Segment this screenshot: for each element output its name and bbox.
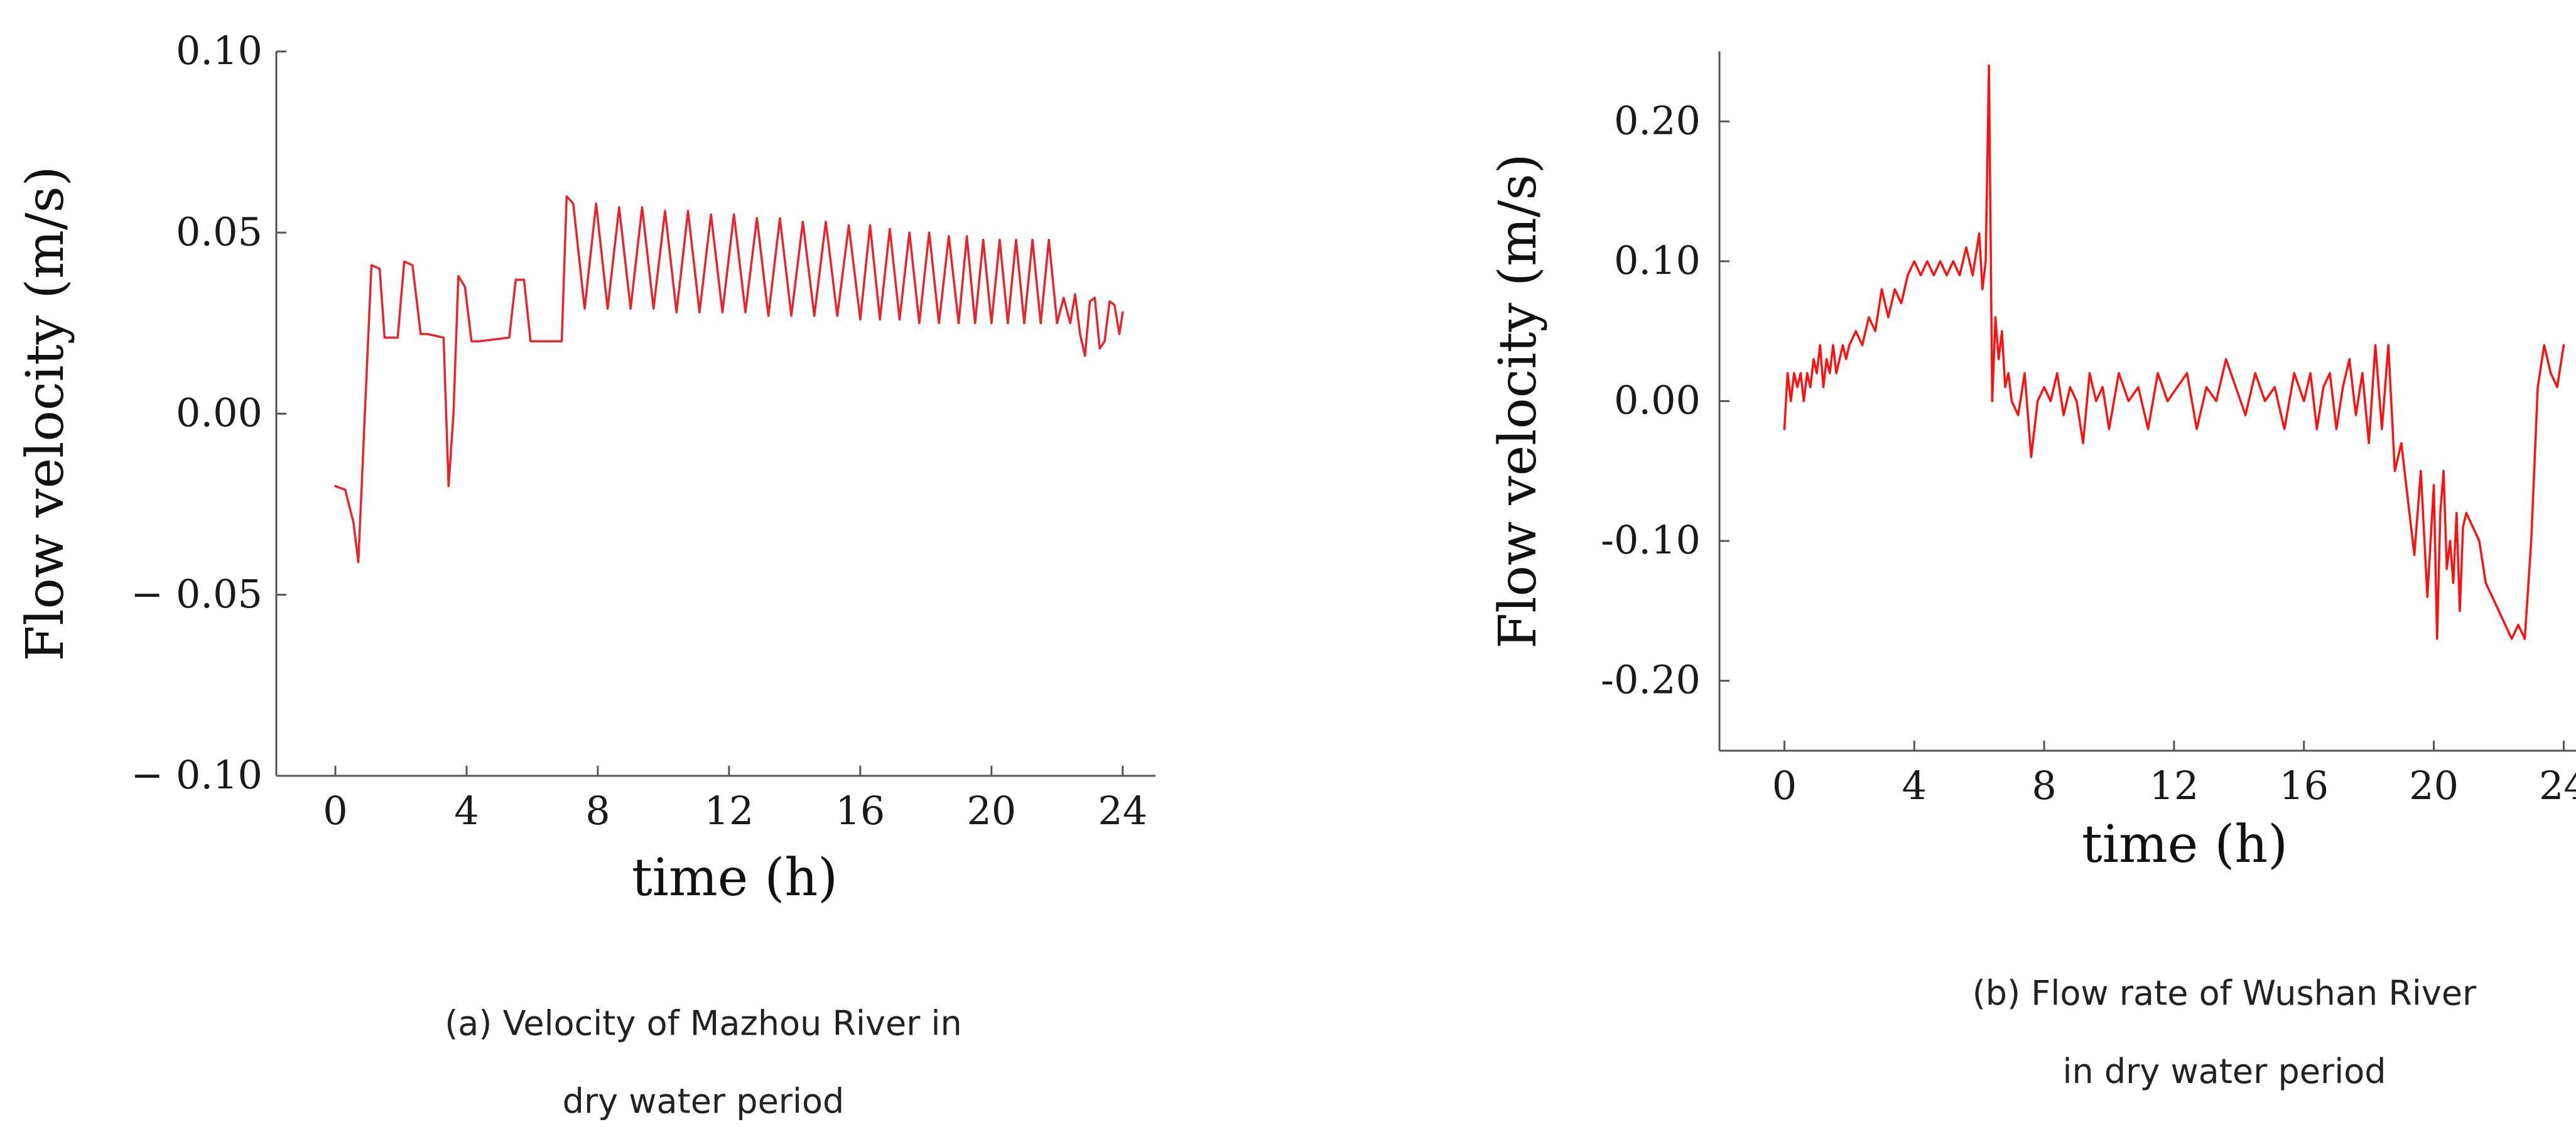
y-axis-title: Flow velocity (m/s) [1488, 153, 1548, 648]
x-tick-label: 12 [2149, 763, 2199, 808]
series-line [334, 195, 1124, 564]
x-tick-label: 20 [2409, 763, 2459, 808]
y-tick-label: -0.10 [1601, 517, 1701, 563]
x-tick-label: 16 [2279, 763, 2329, 808]
series-line [1783, 64, 2565, 640]
y-tick-label: 0.10 [1614, 237, 1701, 283]
y-tick-label: 0.00 [176, 390, 262, 436]
y-tick-label: 0.05 [176, 209, 262, 254]
figure-caption-line: (b) Flow rate of Wushan River [1973, 974, 2477, 1013]
figure-caption-line: (a) Velocity of Mazhou River in [445, 1003, 962, 1043]
chart-wushan-flow-rate: -0.20 -0.10 0.00 0.10 0.20 0 4 8 12 16 20 24 Flow ve… [1488, 52, 2576, 1091]
y-tick-label: 0.00 [1614, 378, 1701, 423]
figure-caption-line: dry water period [563, 1082, 845, 1121]
figure-caption-line: in dry water period [2062, 1052, 2386, 1091]
x-tick-label: 0 [1772, 763, 1797, 808]
x-axis-title: time (h) [2082, 815, 2288, 874]
x-tick-label: 0 [323, 788, 347, 834]
x-tick-label: 12 [704, 788, 754, 834]
y-tick-label: − 0.05 [131, 571, 262, 617]
y-axis-title: Flow velocity (m/s) [16, 166, 75, 661]
x-tick-label: 4 [454, 788, 479, 834]
y-tick-label: − 0.10 [131, 752, 262, 798]
x-tick-label: 24 [1098, 788, 1147, 834]
chart-mazhou-velocity: − 0.10 − 0.05 0.00 0.05 0.10 0 4 8 12 16 20 24 Flow … [16, 28, 1155, 1121]
x-tick-label: 4 [1902, 763, 1927, 808]
y-tick-label: 0.10 [176, 28, 262, 74]
x-tick-label: 24 [2539, 763, 2576, 808]
x-tick-label: 20 [966, 788, 1016, 834]
y-tick-label: -0.20 [1601, 657, 1701, 703]
x-tick-label: 8 [585, 788, 610, 834]
x-tick-label: 8 [2032, 763, 2056, 808]
x-axis-title: time (h) [632, 848, 838, 908]
y-tick-label: 0.20 [1614, 97, 1701, 143]
x-tick-label: 16 [835, 788, 885, 834]
